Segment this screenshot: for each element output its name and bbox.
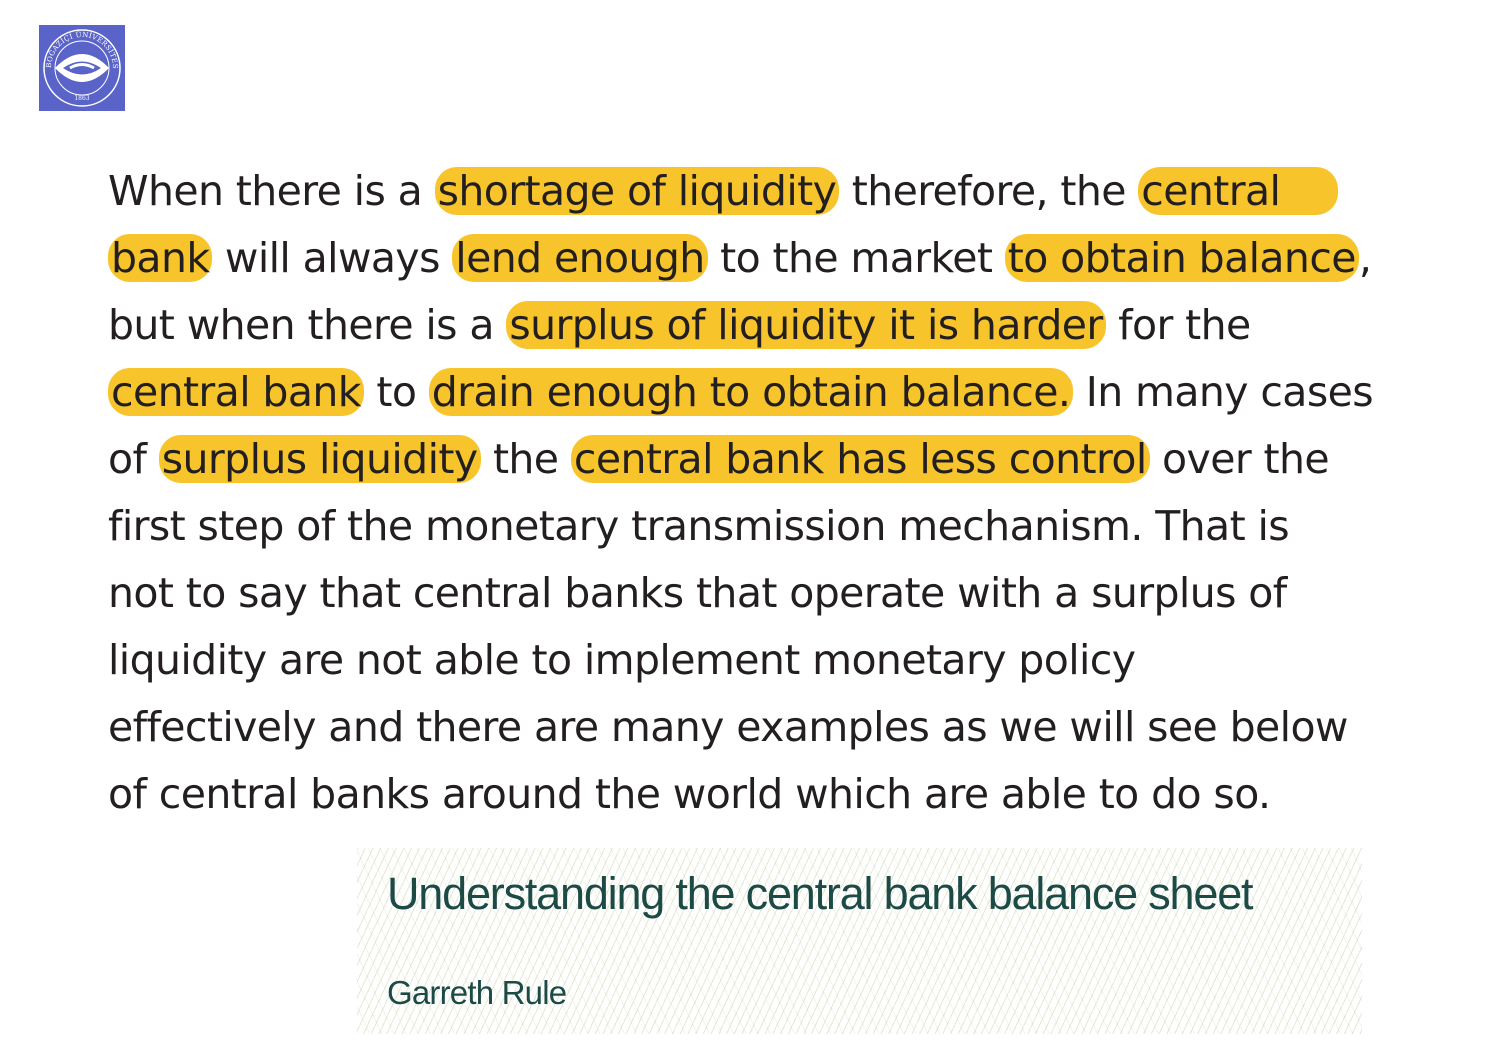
highlight: central [1138,167,1339,215]
quote-line: bank will always lend enough to the mark… [108,225,1398,292]
quote-line: of surplus liquidity the central bank ha… [108,435,1330,483]
quote-line: of central banks around the world which … [108,770,1271,818]
quote-line: first step of the monetary transmission … [108,502,1290,550]
highlight: central bank has less control [570,435,1150,483]
highlight: surplus liquidity [158,435,481,483]
highlight: central bank [108,368,364,416]
highlight: to obtain balance [1004,234,1359,282]
source-citation-banner: Understanding the central bank balance s… [357,848,1362,1034]
citation-title: Understanding the central bank balance s… [387,868,1254,919]
highlight: surplus of liquidity it is harder [506,301,1106,349]
quote-line: When there is a shortage of liquidity th… [108,158,1398,225]
highlight: lend enough [452,234,708,282]
quote-line: liquidity are not able to implement mone… [108,636,1136,684]
quote-line: but when there is a surplus of liquidity… [108,301,1251,349]
quote-line: effectively and there are many examples … [108,703,1348,751]
quote-text: When there is a shortage of liquidity th… [108,158,1398,828]
logo-year: 1863 [74,95,90,102]
highlight: shortage of liquidity [434,167,840,215]
university-seal-icon: BOĞAZİÇİ ÜNİVERSİTESİ [39,25,121,107]
quote-line: central bank to drain enough to obtain b… [108,359,1398,426]
highlight: bank [108,234,213,282]
highlight: drain enough to obtain balance. [428,368,1074,416]
citation-author: Garreth Rule [387,974,567,1011]
university-logo: BOĞAZİÇİ ÜNİVERSİTESİ 1863 [39,25,125,111]
quote-line: not to say that central banks that opera… [108,569,1287,617]
